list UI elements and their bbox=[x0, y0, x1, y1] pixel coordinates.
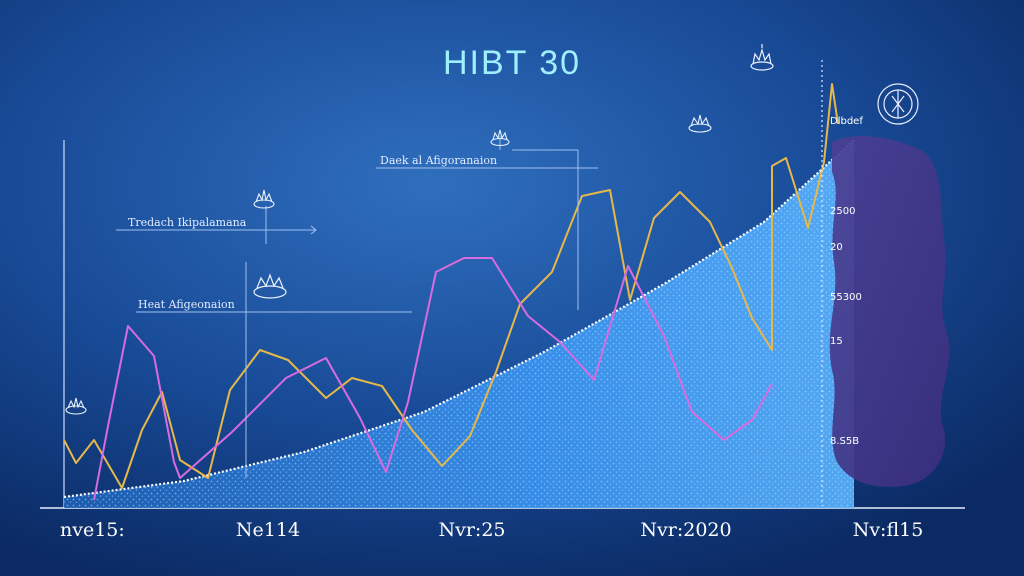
x-tick-label: Ne114 bbox=[236, 519, 300, 541]
crown-icon bbox=[490, 129, 510, 147]
annotation-label-1: Tredach Ikipalamana bbox=[128, 216, 247, 229]
side-value-5: 8.S5B bbox=[830, 436, 859, 447]
crown-icon bbox=[253, 273, 287, 299]
x-tick-label: Nvr:2020 bbox=[640, 519, 731, 541]
side-panel: Dlbdef 2500 20 55300 15 8.S5B bbox=[821, 60, 950, 506]
side-value-4: 15 bbox=[830, 336, 843, 347]
crown-icon bbox=[750, 44, 774, 71]
side-value-3: 55300 bbox=[830, 292, 862, 303]
annotation-guides bbox=[116, 136, 598, 478]
x-tick-label: Nv:fl15 bbox=[853, 519, 924, 541]
crown-icon bbox=[688, 114, 712, 133]
side-panel-shape bbox=[829, 136, 950, 487]
side-header: Dlbdef bbox=[830, 116, 863, 127]
trend-area-texture bbox=[64, 140, 854, 508]
x-tick-label: nve15: bbox=[60, 519, 125, 541]
series-line-2 bbox=[93, 257, 773, 501]
annotation-label-3: Daek al Afigoranaion bbox=[380, 154, 497, 167]
side-value-1: 2500 bbox=[830, 206, 855, 217]
series-layer bbox=[63, 83, 839, 501]
crown-icon bbox=[253, 189, 275, 209]
chart-title: HIBT 30 bbox=[443, 44, 581, 82]
annotation-arrow-1 bbox=[310, 225, 317, 235]
x-tick-label: Nvr:25 bbox=[438, 519, 505, 541]
side-value-2: 20 bbox=[830, 242, 843, 253]
compass-icon bbox=[877, 83, 919, 125]
series-line-1 bbox=[63, 83, 839, 489]
annotation-label-2: Heat Afigeonaion bbox=[138, 298, 235, 311]
crown-icon bbox=[65, 397, 87, 415]
